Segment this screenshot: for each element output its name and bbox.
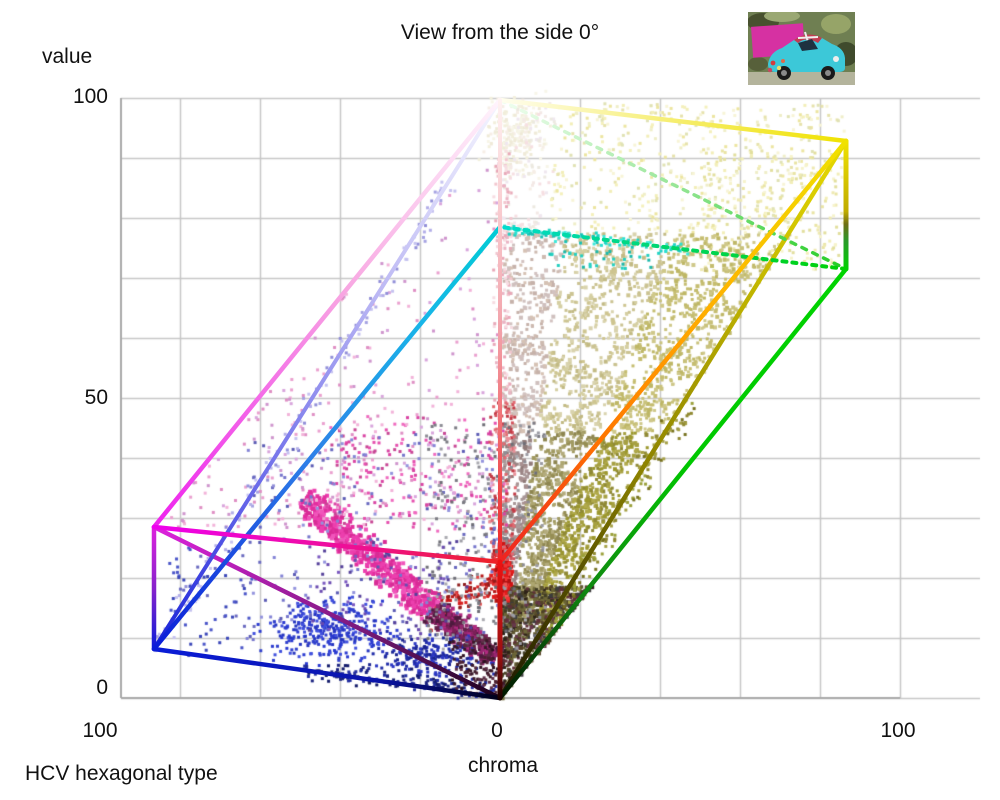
thumb-car-body [768, 35, 845, 72]
edge-white-green [498, 98, 848, 271]
x-tick-right-100: 100 [880, 719, 916, 742]
edge-blue-cyan [151, 224, 503, 652]
edge-white-blue [152, 98, 502, 651]
thumb-flower [781, 59, 785, 63]
thumb-flower [770, 60, 776, 66]
y-axis-label: value [42, 45, 93, 68]
thumb-ground [748, 72, 855, 85]
chart-title: View from the side 0° [400, 21, 600, 44]
edge-black-green [497, 266, 849, 701]
x-tick-0: 0 [491, 719, 503, 742]
edge-white-magenta [151, 97, 503, 530]
edge-white-yellow [497, 97, 849, 144]
thumb-wheel-hub [781, 70, 787, 76]
thumb-windshield [798, 39, 818, 51]
y-tick-100: 100 [72, 85, 108, 108]
edge-black-blue [151, 646, 503, 701]
thumb-flower [767, 67, 773, 73]
edge-black-yellow [497, 138, 849, 701]
thumb-wheel-hub [825, 70, 831, 76]
edge-red-yellow [497, 138, 849, 565]
thumb-foliage-patch [748, 57, 768, 71]
x-tick-left-100: 100 [82, 719, 118, 742]
y-tick-0: 0 [96, 676, 108, 699]
edge-red-magenta [151, 524, 503, 565]
x-axis-label: chroma [467, 754, 539, 777]
y-tick-50: 50 [84, 386, 108, 409]
thumb-headlight [833, 56, 839, 62]
thumb-foliage-patch [821, 14, 851, 34]
edge-green-cyan [498, 225, 848, 271]
source-photo-thumbnail [748, 12, 855, 85]
thumb-flower [776, 65, 782, 71]
color-model-caption: HCV hexagonal type [25, 762, 218, 785]
thumb-foliage-patch [764, 12, 800, 22]
